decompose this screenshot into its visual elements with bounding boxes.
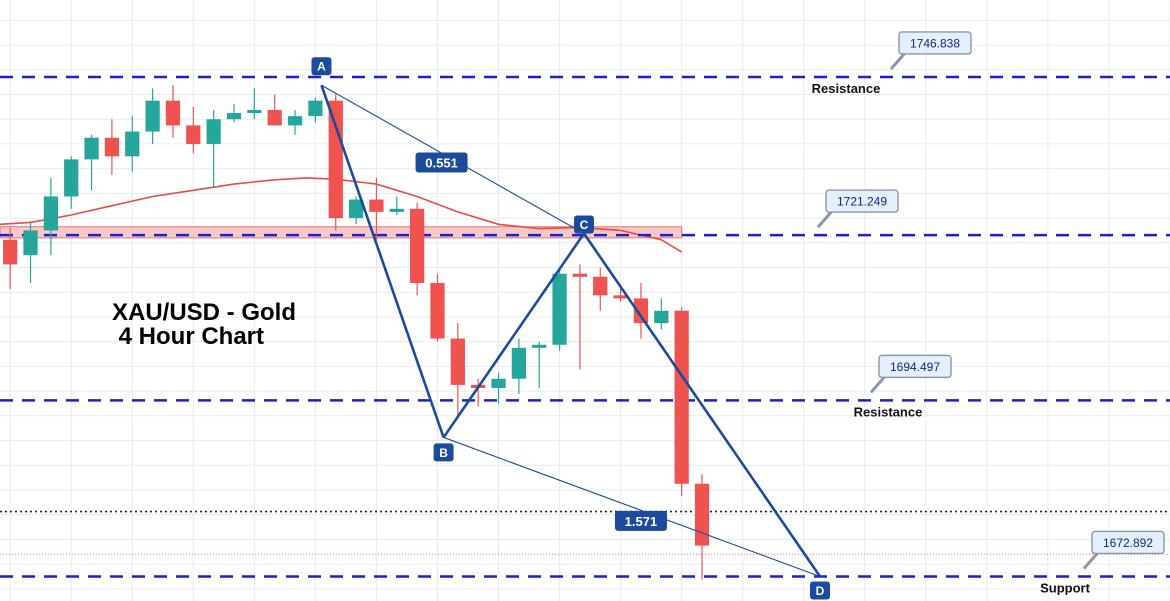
candle-body: [450, 338, 465, 385]
candle-body: [64, 159, 79, 197]
price-callout-pointer: [1082, 551, 1100, 570]
price-callout-pointer: [869, 375, 887, 394]
price-callout-value: 1746.838: [910, 36, 960, 50]
point-label-b: B: [439, 446, 448, 460]
candle-body: [430, 282, 445, 339]
candle-body: [287, 116, 303, 126]
candle-body: [572, 273, 588, 277]
support-zone: [0, 226, 683, 239]
candle-body: [3, 239, 18, 265]
chart-title-line-1: XAU/USD - Gold: [112, 299, 296, 326]
candle-body: [593, 276, 608, 296]
point-label-d: D: [816, 584, 825, 598]
candle-body: [43, 196, 58, 231]
pattern-leg-cd: [582, 232, 822, 578]
price-callout-pointer: [889, 51, 907, 70]
level-label: Resistance: [854, 404, 923, 419]
candle-body: [491, 378, 506, 389]
price-callout-box: [898, 31, 972, 55]
chart-title-line-2: 4 Hour Chart: [112, 323, 264, 350]
candle-body: [206, 119, 221, 144]
level-label: Resistance: [812, 81, 881, 96]
price-callout-box: [825, 189, 899, 213]
candle-body: [674, 310, 689, 484]
ratio-label: 0.551: [425, 155, 458, 170]
candle-body: [389, 208, 404, 212]
chart-title: XAU/USD - Gold 4 Hour Chart: [112, 299, 296, 350]
candle-body: [348, 199, 364, 219]
point-badge-d: [810, 581, 831, 600]
candle-body: [369, 199, 384, 212]
price-callout-value: 1721.249: [837, 195, 887, 209]
candle-body: [532, 344, 547, 348]
point-badge-c: [573, 215, 594, 234]
pattern-leg-bc: [442, 232, 586, 439]
price-callout-pointer: [816, 210, 834, 229]
candle-body: [511, 347, 526, 379]
price-callout-value: 1694.497: [890, 360, 940, 374]
candle-body: [23, 230, 38, 256]
pattern-leg-bd: [443, 436, 821, 577]
pattern-leg-ab: [320, 84, 445, 438]
candle-body: [694, 483, 710, 546]
support-zone-rect: [0, 226, 683, 239]
harmonic-pattern: [320, 84, 822, 578]
point-label-c: C: [580, 218, 589, 232]
candles: [3, 85, 710, 580]
candle-body: [308, 100, 323, 117]
ratio-label: 1.571: [625, 514, 658, 529]
point-badge-a: [311, 57, 332, 76]
level-label: Support: [1040, 580, 1090, 595]
price-callout-box: [878, 354, 952, 379]
ratio-badge: [415, 152, 468, 173]
price-callout-value: 1672.892: [1103, 536, 1153, 550]
point-label-a: A: [317, 60, 326, 74]
ratio-badge: [614, 510, 667, 531]
point-badge-b: [433, 443, 454, 462]
candle-body: [84, 137, 99, 160]
candle-body: [328, 100, 343, 219]
candle-body: [226, 113, 242, 120]
candle-body: [247, 109, 262, 114]
candle-body: [186, 125, 201, 144]
candle-body: [654, 310, 669, 324]
candle-body: [165, 100, 181, 126]
price-callout-box: [1091, 530, 1165, 555]
candle-body: [267, 109, 282, 126]
candle-body: [613, 295, 628, 299]
candle-body: [552, 273, 567, 345]
labels: A B C D 0.551 1.571 1746.838 Resistance 1721.249…: [311, 31, 1165, 600]
candle-body: [410, 208, 425, 283]
candle-body: [633, 298, 649, 324]
candle-body: [145, 100, 160, 132]
candle-body: [125, 131, 140, 157]
candle-body: [104, 137, 120, 157]
